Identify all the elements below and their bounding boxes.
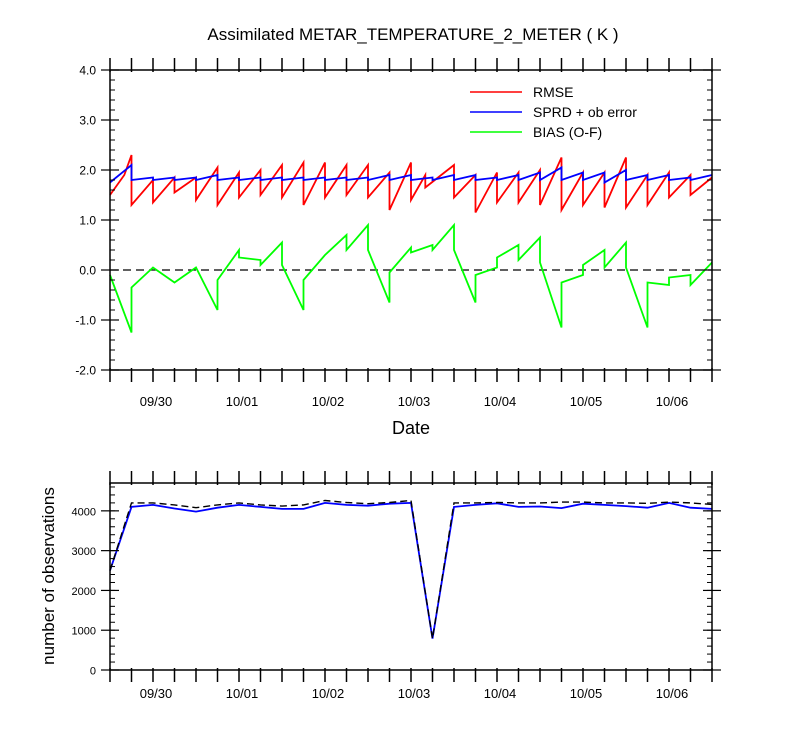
y-axis-label-bottom: number of observations (39, 487, 58, 665)
x-tick-label: 10/05 (570, 394, 603, 409)
series-line-rmse (109, 154, 713, 214)
x-tick-label: 10/02 (312, 394, 345, 409)
y-tick-label: 4000 (72, 506, 96, 518)
bias-rmse-panel: Assimilated METAR_TEMPERATURE_2_METER ( … (75, 25, 721, 438)
y-tick-label: 1.0 (79, 214, 96, 228)
y-tick-label: 3000 (72, 546, 96, 558)
observation-count-panel: 0 1000 2000 3000 4000 09/30 10/01 10/02 10/03 10/… (39, 471, 721, 701)
y-tick-label: 3.0 (79, 114, 96, 128)
x-tick-label: 10/03 (398, 394, 431, 409)
y-tick-label: -1.0 (75, 314, 96, 328)
y-tick-label: 4.0 (79, 64, 96, 78)
legend-label-bias: BIAS (O-F) (533, 124, 602, 140)
y-tick-label: 2000 (72, 586, 96, 598)
x-tick-label: 10/01 (226, 394, 259, 409)
x-tick-label: 09/30 (140, 686, 173, 701)
y-tick-label: 2.0 (79, 164, 96, 178)
x-tick-label: 10/01 (226, 686, 259, 701)
y-tick-label: 0 (90, 666, 96, 678)
legend: RMSE SPRD + ob error BIAS (O-F) (470, 84, 637, 140)
x-tick-label: 09/30 (140, 394, 173, 409)
x-tick-label: 10/02 (312, 686, 345, 701)
x-tick-label: 10/05 (570, 686, 603, 701)
legend-label-sprd: SPRD + ob error (533, 104, 637, 120)
series-line-bias-o-f (109, 222, 713, 333)
series-line-observations-possible (109, 499, 713, 639)
x-axis-label: Date (392, 418, 430, 438)
x-tick-label: 10/04 (484, 394, 517, 409)
x-tick-label: 10/04 (484, 686, 517, 701)
x-tick-label: 10/06 (656, 394, 689, 409)
y-tick-label: 0.0 (79, 264, 96, 278)
series-line-sprd-ob-error (109, 163, 713, 185)
legend-label-rmse: RMSE (533, 84, 573, 100)
x-tick-label: 10/03 (398, 686, 431, 701)
x-tick-label: 10/06 (656, 686, 689, 701)
chart-title: Assimilated METAR_TEMPERATURE_2_METER ( … (207, 25, 618, 44)
y-tick-label: -2.0 (75, 364, 96, 378)
y-tick-label: 1000 (72, 626, 96, 638)
